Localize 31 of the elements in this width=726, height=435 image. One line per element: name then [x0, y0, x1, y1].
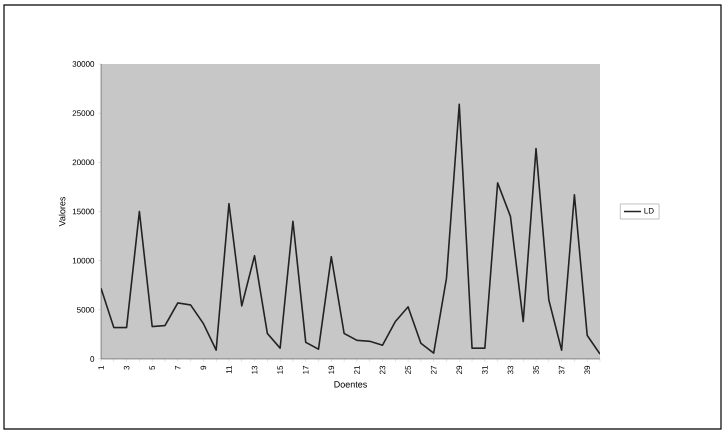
- x-tick-label: 27: [430, 366, 436, 374]
- x-axis-title: Doentes: [334, 381, 367, 388]
- x-tick-label: 33: [508, 366, 514, 374]
- x-tick-label: 9: [200, 366, 206, 370]
- y-tick-label: 10000: [72, 258, 94, 264]
- x-tick-label: 1: [98, 366, 104, 370]
- x-tick-label: 3: [124, 366, 130, 370]
- x-tick-label: 7: [175, 366, 181, 370]
- y-tick-label: 0: [90, 356, 94, 362]
- x-tick-label: 5: [149, 366, 155, 370]
- x-tick-label: 37: [558, 366, 564, 374]
- y-tick-label: 25000: [72, 110, 94, 116]
- line-series: [101, 104, 600, 355]
- y-tick-label: 30000: [72, 61, 94, 67]
- x-tick-label: 15: [277, 366, 283, 374]
- x-tick-label: 19: [328, 366, 334, 374]
- x-tick-label: 17: [302, 366, 308, 374]
- x-tick-label: 13: [252, 366, 258, 374]
- y-axis-title: Valores: [58, 196, 66, 226]
- x-tick-label: 25: [405, 366, 411, 374]
- x-tick-label: 11: [226, 366, 232, 374]
- legend-label: LD: [644, 208, 654, 214]
- x-tick-label: 35: [533, 366, 539, 374]
- y-tick-label: 5000: [76, 306, 94, 313]
- x-tick-label: 31: [482, 366, 488, 374]
- x-tick-label: 39: [584, 366, 590, 374]
- x-tick-label: 23: [380, 366, 386, 374]
- y-tick-label: 20000: [72, 159, 94, 166]
- y-tick-label: 15000: [72, 208, 94, 214]
- x-tick-label: 21: [354, 366, 360, 374]
- x-tick-label: 29: [456, 366, 462, 374]
